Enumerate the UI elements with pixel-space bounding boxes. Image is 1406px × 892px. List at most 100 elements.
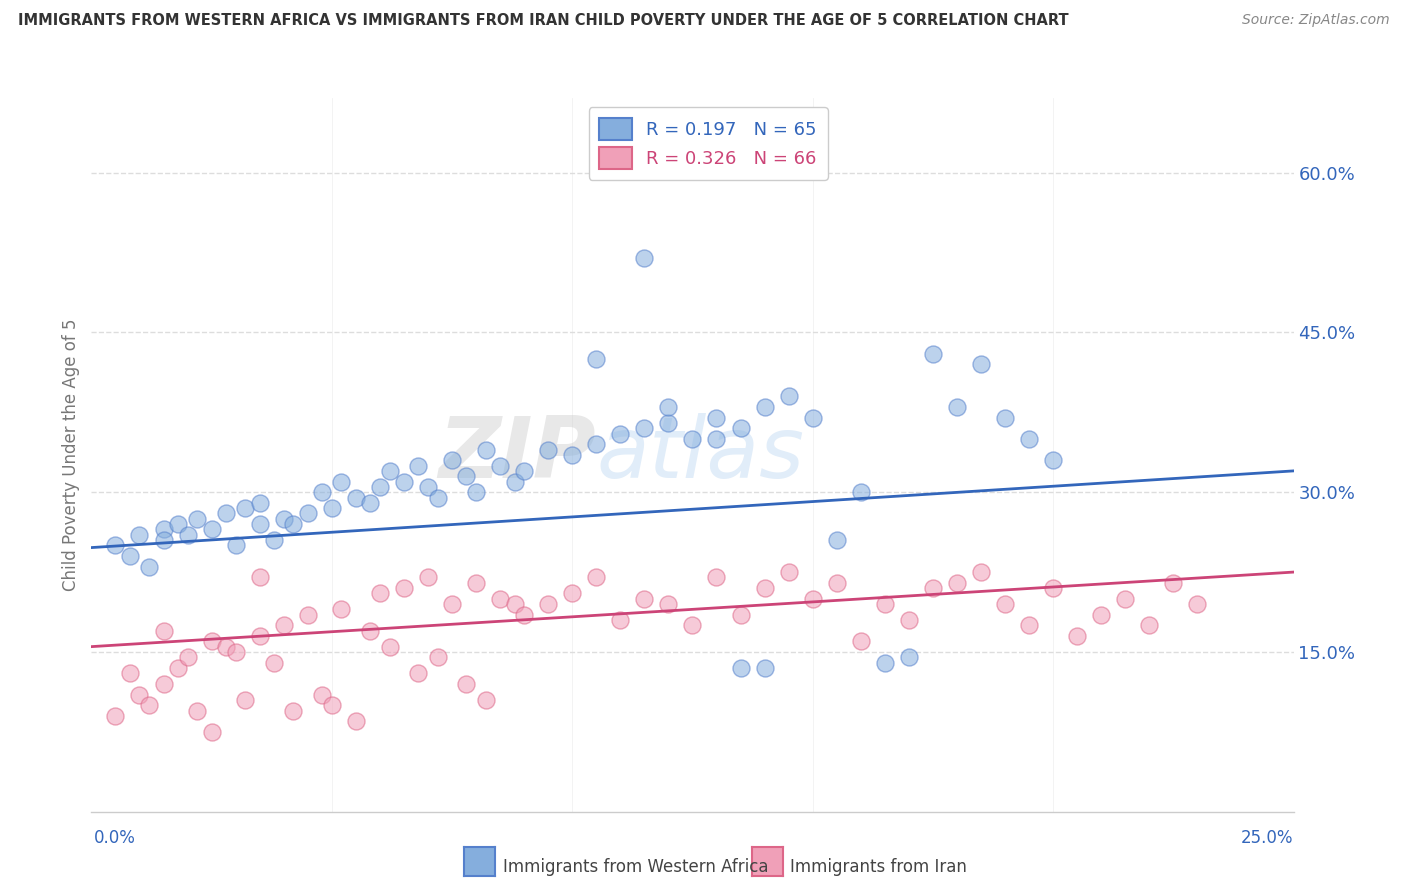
Point [215,507,238,521]
Point [585,570,607,584]
Point [392,475,415,489]
Point [273,512,295,526]
Legend: R = 0.197   N = 65, R = 0.326   N = 66: R = 0.197 N = 65, R = 0.326 N = 66 [589,107,828,180]
Y-axis label: Child Poverty Under the Age of 5: Child Poverty Under the Age of 5 [62,318,80,591]
Point [233,693,256,707]
Point [946,575,969,590]
Point [730,421,752,435]
Point [873,656,896,670]
Point [513,607,536,622]
Point [138,559,160,574]
Point [754,661,776,675]
Point [176,528,198,542]
Point [233,501,256,516]
Point [609,426,631,441]
Point [321,501,343,516]
Point [1066,629,1088,643]
Point [970,565,993,579]
Point [489,458,512,473]
Point [359,496,381,510]
Point [378,464,401,478]
Point [378,640,401,654]
Point [681,432,703,446]
Point [585,352,607,367]
Point [1137,618,1160,632]
Point [311,485,333,500]
Text: atlas: atlas [596,413,804,497]
Point [456,677,478,691]
Point [1042,453,1064,467]
Point [176,650,198,665]
Point [873,597,896,611]
Point [201,634,224,648]
Point [138,698,160,713]
Point [994,597,1017,611]
Point [849,485,872,500]
Point [167,517,190,532]
Point [465,575,488,590]
Point [537,442,560,457]
Point [263,533,285,548]
Point [118,666,141,681]
Point [730,607,752,622]
Point [249,496,271,510]
Point [801,410,824,425]
Point [474,693,496,707]
Point [561,448,583,462]
Point [1161,575,1184,590]
Point [368,480,391,494]
Point [330,602,353,616]
Point [215,640,238,654]
Text: IMMIGRANTS FROM WESTERN AFRICA VS IMMIGRANTS FROM IRAN CHILD POVERTY UNDER THE A: IMMIGRANTS FROM WESTERN AFRICA VS IMMIGR… [18,13,1069,29]
Point [152,677,174,691]
Point [754,400,776,414]
Point [1090,607,1112,622]
Point [633,251,655,265]
Point [249,570,271,584]
Point [426,650,449,665]
Point [201,724,224,739]
Point [201,523,224,537]
Point [1018,618,1040,632]
Point [249,517,271,532]
Point [416,570,439,584]
Point [657,597,679,611]
Point [408,458,430,473]
Point [167,661,190,675]
Point [283,704,305,718]
Point [503,597,526,611]
Point [1187,597,1209,611]
Point [609,613,631,627]
Point [922,581,945,595]
Point [825,575,848,590]
Point [152,624,174,638]
Point [104,538,127,552]
Point [657,416,679,430]
Point [263,656,285,670]
Point [426,491,449,505]
Point [297,607,319,622]
Point [657,400,679,414]
Text: ZIP: ZIP [439,413,596,497]
Text: 25.0%: 25.0% [1241,829,1294,847]
Point [440,597,463,611]
Point [970,358,993,372]
Point [118,549,141,563]
Point [297,507,319,521]
Point [585,437,607,451]
Point [465,485,488,500]
Point [633,591,655,606]
Point [849,634,872,648]
Point [152,523,174,537]
Point [104,709,127,723]
Point [128,688,150,702]
Point [392,581,415,595]
Point [537,597,560,611]
Point [186,512,208,526]
Point [922,347,945,361]
Point [225,538,247,552]
Point [897,650,920,665]
Point [897,613,920,627]
Point [706,410,728,425]
Point [1042,581,1064,595]
